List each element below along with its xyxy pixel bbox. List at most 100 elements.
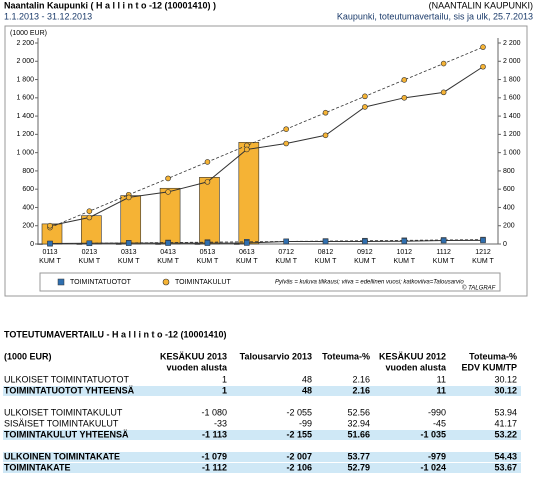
bar	[199, 177, 220, 245]
cell: -1 080	[201, 407, 227, 417]
source: © TALGRAF	[462, 285, 496, 292]
column-header: KESÄKUU 2012	[379, 351, 446, 361]
y2-tick-label: 1 200	[503, 131, 521, 138]
point-marker	[244, 240, 250, 246]
cell: -99	[299, 418, 312, 428]
x-tick-label: 1112	[436, 249, 451, 256]
row-label: TOIMINTAKULUT YHTEENSÄ	[4, 429, 129, 439]
legend-box	[39, 272, 501, 292]
y-tick-label: 200	[22, 223, 34, 230]
row-highlight	[3, 430, 521, 440]
point-marker	[362, 104, 368, 110]
cell: 1	[222, 385, 227, 395]
point-marker	[204, 240, 211, 246]
row-highlight	[3, 463, 521, 473]
previous-year-line	[49, 66, 484, 227]
x-tick-sublabel: KUM T	[433, 258, 455, 265]
x-tick-sublabel: KUM T	[354, 258, 376, 265]
cell: -1 112	[202, 462, 227, 472]
y-tick-label: 1 000	[16, 149, 34, 156]
cell: 53.67	[494, 462, 517, 472]
point-marker	[401, 77, 408, 83]
table-title: TOTEUTUMAVERTAILU - H a l l i n t o -12 …	[4, 329, 227, 339]
point-marker	[322, 238, 329, 245]
point-marker	[322, 109, 329, 116]
point-marker	[362, 238, 368, 245]
point-marker	[283, 126, 289, 132]
x-tick-sublabel: KUM T	[236, 258, 258, 265]
y2-tick-label: 600	[503, 186, 515, 193]
point-marker	[165, 240, 171, 246]
chart-frame	[4, 25, 528, 297]
point-marker	[440, 60, 447, 67]
x-tick-sublabel: KUM T	[39, 258, 61, 265]
bar	[81, 215, 102, 245]
column-header: EDV KUM/TP	[461, 362, 517, 372]
legend-label: TOIMINTAKULUT	[175, 279, 231, 286]
y-tick-label: 2 000	[16, 58, 34, 65]
y-tick-label: 600	[22, 186, 34, 193]
point-marker	[86, 208, 93, 215]
cell: 53.94	[494, 407, 517, 417]
cell: 52.79	[347, 462, 370, 472]
x-tick-sublabel: KUM T	[197, 258, 219, 265]
cell: -2 055	[286, 407, 312, 417]
y2-tick-label: 1 800	[503, 76, 521, 83]
cell: 41.17	[494, 418, 517, 428]
point-marker	[480, 63, 486, 70]
bar	[120, 195, 142, 245]
x-tick-label: 0812	[318, 249, 334, 256]
cell: -1 079	[201, 451, 227, 461]
cell: 53.77	[347, 451, 370, 461]
cell: 11	[437, 374, 446, 384]
cell: 53.22	[494, 429, 517, 439]
y2-tick-label: 800	[503, 168, 515, 175]
y2-tick-label: 2 000	[503, 58, 521, 65]
x-tick-label: 0613	[239, 249, 255, 256]
point-marker	[401, 238, 408, 245]
point-marker	[440, 237, 447, 244]
row-label: ULKOINEN TOIMINTAKATE	[4, 451, 120, 461]
y2-tick-label: 1 000	[503, 149, 521, 156]
column-header: KESÄKUU 2013	[160, 351, 227, 361]
cell: -1 024	[420, 462, 446, 472]
column-header: Toteuma-%	[469, 351, 517, 361]
point-marker	[165, 175, 171, 182]
row-label: SISÄISET TOIMINTAKULUT	[4, 418, 119, 428]
x-tick-sublabel: KUM T	[157, 258, 179, 265]
x-tick-sublabel: KUM T	[118, 258, 140, 265]
x-tick-label: 1012	[396, 249, 412, 256]
point-marker	[204, 179, 211, 185]
row-highlight	[3, 452, 521, 462]
row-label: ULKOISET TOIMINTATUOTOT	[4, 374, 130, 384]
point-marker	[440, 89, 447, 96]
point-marker	[47, 222, 53, 229]
x-tick-sublabel: KUM T	[472, 258, 494, 265]
column-header: Toteuma-%	[322, 351, 370, 361]
point-marker	[362, 93, 368, 100]
x-tick-label: 0712	[278, 249, 294, 256]
y2-tick-label: 0	[503, 241, 507, 248]
x-tick-sublabel: KUM T	[79, 258, 101, 265]
legend-marker	[162, 278, 170, 286]
cell: 30.12	[494, 385, 517, 395]
cell: 32.94	[347, 418, 370, 428]
cell: -979	[428, 451, 446, 461]
x-tick-label: 0213	[82, 249, 98, 256]
point-marker	[125, 194, 132, 201]
column-header: vuoden alusta	[166, 362, 228, 372]
cell: 48	[302, 374, 312, 384]
budget-line	[49, 46, 484, 228]
cell: 2.16	[352, 374, 370, 384]
point-marker	[125, 240, 132, 246]
point-marker	[283, 238, 289, 245]
report-period: 1.1.2013 - 31.12.2013	[4, 11, 92, 21]
x-tick-label: 0912	[357, 249, 373, 256]
x-tick-sublabel: KUM T	[393, 258, 415, 265]
cell: 48	[302, 385, 312, 395]
y-tick-label: 800	[22, 168, 34, 175]
x-tick-label: 0313	[121, 249, 137, 256]
cell: -990	[428, 407, 446, 417]
x-tick-label: 0113	[42, 249, 57, 256]
